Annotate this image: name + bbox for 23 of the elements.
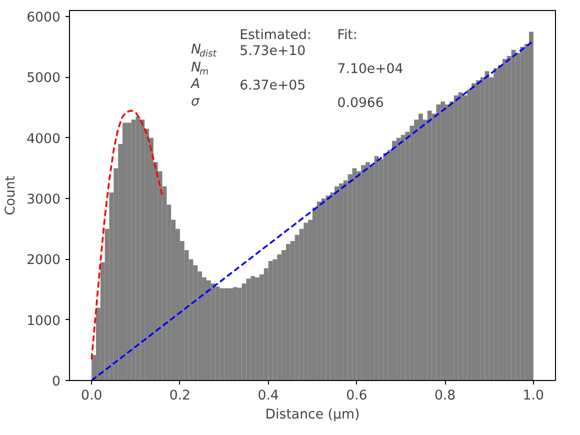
y-tick-label: 1000 xyxy=(26,314,61,329)
y-tick-label: 6000 xyxy=(26,10,61,26)
x-tick-label: 0.0 xyxy=(80,388,102,404)
y-tick-label: 0 xyxy=(52,374,61,390)
x-tick-label: 0.2 xyxy=(169,388,191,404)
annotation: 7.10e+04 xyxy=(337,62,404,78)
y-tick-label: 5000 xyxy=(26,71,61,86)
annotation: 5.73e+10 xyxy=(240,44,306,59)
y-tick-label: 2000 xyxy=(26,253,61,268)
y-tick-label: 4000 xyxy=(26,132,61,147)
annotation: Estimated: xyxy=(240,28,312,43)
annotation: 6.37e+05 xyxy=(240,78,306,94)
annotation: 0.0966 xyxy=(337,96,384,112)
x-tick-label: 0.4 xyxy=(258,388,279,404)
annotation: A xyxy=(190,77,200,92)
x-tick-label: 1.0 xyxy=(522,388,544,404)
y-tick-label: 3000 xyxy=(26,192,61,208)
x-tick-label: 0.8 xyxy=(434,388,456,404)
annotation: σ xyxy=(191,94,200,110)
x-axis-title: Distance (µm) xyxy=(265,408,360,422)
annotation: Fit: xyxy=(337,28,358,43)
x-tick-label: 0.6 xyxy=(346,388,368,404)
y-axis-title: Count xyxy=(4,176,19,216)
